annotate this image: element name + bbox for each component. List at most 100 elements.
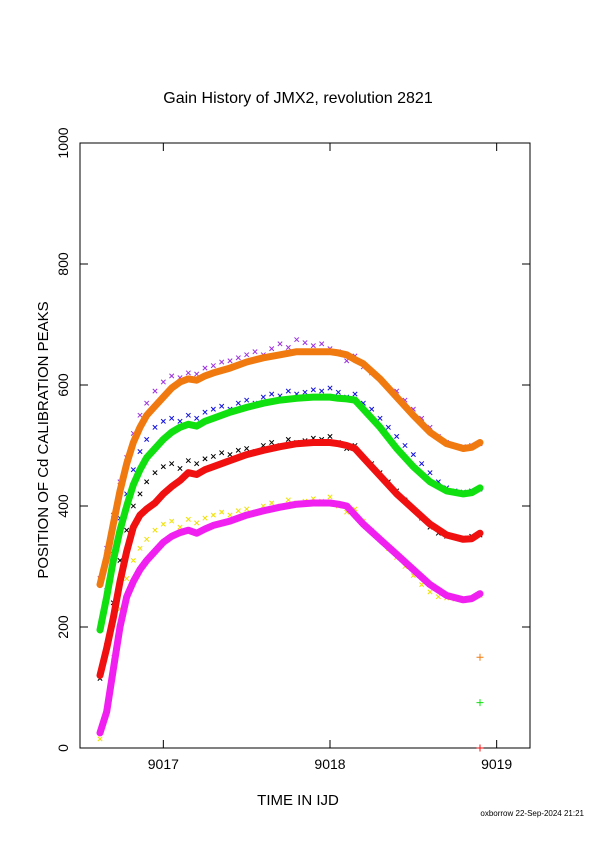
data-point-purple_scatter	[310, 343, 316, 349]
data-point-black_scatter	[177, 465, 183, 472]
data-point-black_scatter	[185, 458, 191, 464]
data-point-blue_scatter	[144, 436, 150, 443]
data-point-purple_scatter	[277, 341, 283, 347]
data-point-black_scatter	[144, 479, 150, 485]
data-point-purple_scatter	[160, 379, 166, 385]
series-line-red_line	[96, 439, 484, 679]
data-point-blue_scatter	[169, 415, 175, 421]
data-point-yellow_scatter	[219, 509, 225, 515]
y-tick-label: 600	[55, 373, 71, 397]
data-point-yellow_scatter	[130, 557, 136, 564]
data-point-purple_scatter	[152, 388, 158, 394]
data-point-yellow_scatter	[427, 589, 433, 595]
data-point-black_scatter	[124, 527, 130, 533]
data-point-black_scatter	[152, 470, 158, 476]
series-line-magenta_line	[96, 499, 484, 737]
data-point-yellow_scatter	[210, 512, 216, 518]
data-point-blue_scatter	[219, 403, 225, 409]
data-point-purple_scatter	[202, 365, 208, 371]
data-point-yellow_scatter	[227, 512, 233, 518]
data-point-yellow_scatter	[185, 516, 191, 522]
data-point-yellow_scatter	[202, 515, 208, 521]
y-axis-label: POSITION OF Cd CALIBRATION PEAKS	[35, 301, 52, 578]
data-point-purple_scatter	[169, 373, 175, 379]
data-point-yellow_scatter	[137, 545, 143, 551]
data-point-yellow_scatter	[97, 736, 103, 742]
data-marks	[96, 337, 484, 752]
data-point-purple_scatter	[319, 341, 325, 347]
x-axis-label: TIME IN IJD	[257, 792, 339, 809]
series-line-green_line	[96, 393, 484, 634]
data-point-yellow_scatter	[285, 497, 291, 503]
data-point-yellow_scatter	[235, 508, 241, 514]
data-point-blue_scatter	[152, 424, 158, 430]
data-point-black_scatter	[219, 450, 225, 456]
data-point-yellow_scatter	[419, 582, 425, 588]
data-point-purple_scatter	[219, 359, 225, 365]
data-point-blue_scatter	[385, 424, 391, 430]
plus-marker-orange_line	[476, 653, 484, 661]
data-point-blue_scatter	[210, 406, 216, 412]
data-point-purple_scatter	[285, 344, 291, 351]
data-point-purple_scatter	[137, 412, 143, 418]
data-point-black_scatter	[202, 456, 208, 462]
y-tick-label: 1000	[55, 127, 71, 158]
data-point-black_scatter	[210, 453, 216, 459]
data-point-purple_scatter	[144, 400, 150, 406]
data-point-blue_scatter	[310, 387, 316, 393]
data-point-blue_scatter	[260, 394, 266, 400]
data-point-blue_scatter	[302, 389, 308, 395]
data-point-purple_scatter	[269, 346, 275, 352]
data-point-purple_scatter	[252, 349, 258, 355]
data-point-blue_scatter	[319, 388, 325, 394]
y-tick-label: 400	[55, 494, 71, 518]
data-point-blue_scatter	[202, 409, 208, 415]
data-point-blue_scatter	[177, 418, 183, 424]
data-point-blue_scatter	[130, 467, 136, 473]
data-point-purple_scatter	[235, 355, 241, 361]
data-point-black_scatter	[235, 447, 241, 453]
data-point-blue_scatter	[235, 400, 241, 406]
data-point-blue_scatter	[269, 391, 275, 397]
data-point-blue_scatter	[335, 389, 341, 395]
x-tick-label: 9019	[481, 756, 512, 772]
axis-ticks: 9017 9018 9019 0 200 400 600 800 1000	[55, 127, 530, 772]
data-point-yellow_scatter	[169, 518, 175, 524]
data-point-yellow_scatter	[194, 520, 200, 526]
data-point-black_scatter	[194, 461, 200, 467]
data-point-yellow_scatter	[144, 536, 150, 542]
data-point-purple_scatter	[244, 352, 250, 358]
data-point-black_scatter	[130, 503, 136, 509]
data-point-yellow_scatter	[327, 494, 333, 500]
data-point-blue_scatter	[285, 388, 291, 394]
data-point-yellow_scatter	[152, 527, 158, 533]
data-point-purple_scatter	[302, 340, 308, 346]
data-point-purple_scatter	[294, 337, 300, 343]
data-point-black_scatter	[244, 445, 250, 452]
data-point-blue_scatter	[394, 433, 400, 439]
data-point-blue_scatter	[194, 415, 200, 421]
data-point-black_scatter	[269, 439, 275, 446]
data-point-blue_scatter	[377, 415, 383, 421]
data-point-blue_scatter	[185, 412, 191, 418]
data-point-blue_scatter	[137, 448, 143, 455]
y-tick-label: 0	[55, 744, 71, 752]
data-point-yellow_scatter	[435, 594, 441, 600]
data-point-black_scatter	[285, 436, 291, 443]
data-point-yellow_scatter	[244, 506, 250, 512]
data-point-black_scatter	[160, 464, 166, 470]
data-point-blue_scatter	[419, 461, 425, 467]
data-point-blue_scatter	[369, 406, 375, 412]
chart-title: Gain History of JMX2, revolution 2821	[163, 90, 433, 107]
data-point-blue_scatter	[402, 442, 408, 449]
data-point-purple_scatter	[185, 370, 191, 376]
data-point-blue_scatter	[352, 391, 358, 397]
data-point-purple_scatter	[210, 363, 216, 369]
plus-marker-red_line	[476, 744, 484, 752]
x-tick-label: 9018	[314, 756, 345, 772]
x-tick-label: 9017	[148, 756, 179, 772]
plus-marker-green_line	[476, 699, 484, 707]
y-tick-label: 800	[55, 252, 71, 276]
y-tick-label: 200	[55, 615, 71, 639]
